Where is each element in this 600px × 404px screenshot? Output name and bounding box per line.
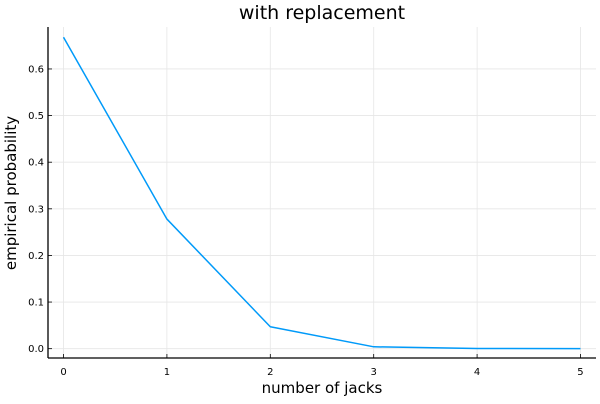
y-tick-label: 0.3 <box>28 204 44 215</box>
ticks: 0 1 2 3 4 5 0.0 0.1 0.2 0.3 0.4 0.5 0.6 <box>28 64 584 378</box>
axes <box>47 27 596 359</box>
x-tick-label: 5 <box>577 367 583 378</box>
y-tick-label: 0.4 <box>28 158 44 169</box>
chart-title: with replacement <box>239 2 405 24</box>
y-axis-label: empirical probability <box>2 116 20 270</box>
grid <box>48 27 596 358</box>
x-tick-label: 1 <box>164 367 170 378</box>
y-tick-label: 0.1 <box>28 298 44 309</box>
y-tick-label: 0.2 <box>28 251 44 262</box>
y-tick-label: 0.6 <box>28 64 44 75</box>
y-tick-label: 0.0 <box>28 344 44 355</box>
series-layer <box>62 36 581 350</box>
x-axis-label: number of jacks <box>262 379 383 397</box>
x-tick-label: 2 <box>267 367 273 378</box>
series-line <box>62 36 581 350</box>
y-tick-label: 0.5 <box>28 111 44 122</box>
x-tick-label: 4 <box>474 367 480 378</box>
x-tick-label: 0 <box>60 367 66 378</box>
x-tick-label: 3 <box>371 367 377 378</box>
